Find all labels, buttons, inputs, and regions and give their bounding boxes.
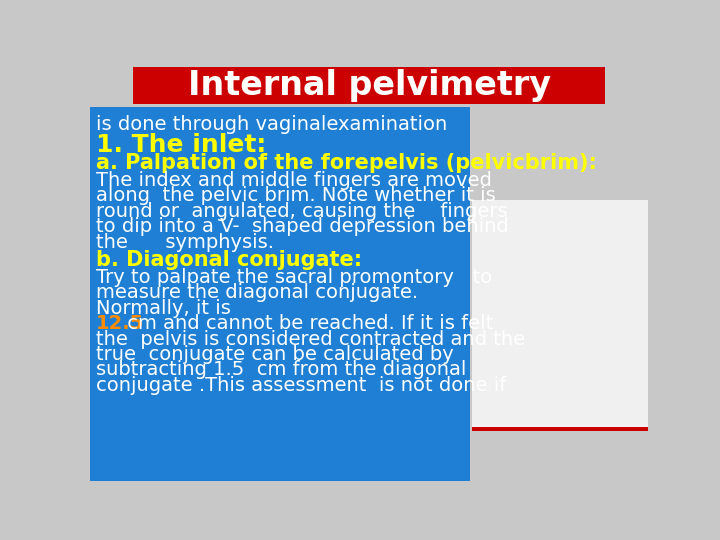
- Text: 1. The inlet:: 1. The inlet:: [96, 132, 266, 157]
- FancyBboxPatch shape: [472, 427, 648, 430]
- FancyBboxPatch shape: [472, 200, 648, 427]
- Text: the      symphysis.: the symphysis.: [96, 233, 274, 252]
- Text: conjugate .This assessment  is not done if: conjugate .This assessment is not done i…: [96, 376, 506, 395]
- Text: along  the pelvic brim. Note whether it is: along the pelvic brim. Note whether it i…: [96, 186, 496, 205]
- FancyBboxPatch shape: [90, 107, 469, 481]
- Text: round or  angulated, causing the    fingers: round or angulated, causing the fingers: [96, 202, 508, 221]
- FancyBboxPatch shape: [472, 104, 648, 481]
- FancyBboxPatch shape: [132, 67, 606, 104]
- Text: the  pelvis is considered contracted and the: the pelvis is considered contracted and …: [96, 330, 526, 349]
- Text: The index and middle fingers are moved: The index and middle fingers are moved: [96, 171, 492, 190]
- Text: b. Diagonal conjugate:: b. Diagonal conjugate:: [96, 249, 362, 269]
- Text: Try to palpate the sacral promontory   to: Try to palpate the sacral promontory to: [96, 268, 492, 287]
- Text: Internal pelvimetry: Internal pelvimetry: [187, 69, 551, 102]
- Text: to dip into a V-  shaped depression behind: to dip into a V- shaped depression behin…: [96, 217, 509, 237]
- Text: a. Palpation of the forepelvis (pelvicbrim):: a. Palpation of the forepelvis (pelvicbr…: [96, 153, 597, 173]
- Text: measure the diagonal conjugate.: measure the diagonal conjugate.: [96, 284, 418, 302]
- Text: Normally, it is: Normally, it is: [96, 299, 231, 318]
- Text: is done through vaginalexamination: is done through vaginalexamination: [96, 115, 447, 134]
- Text: cm and cannot be reached. If it is felt: cm and cannot be reached. If it is felt: [121, 314, 493, 333]
- Text: subtracting 1.5  cm from the diagonal: subtracting 1.5 cm from the diagonal: [96, 361, 467, 380]
- Text: true  conjugate can be calculated by: true conjugate can be calculated by: [96, 345, 454, 364]
- Text: 12.5: 12.5: [96, 314, 145, 333]
